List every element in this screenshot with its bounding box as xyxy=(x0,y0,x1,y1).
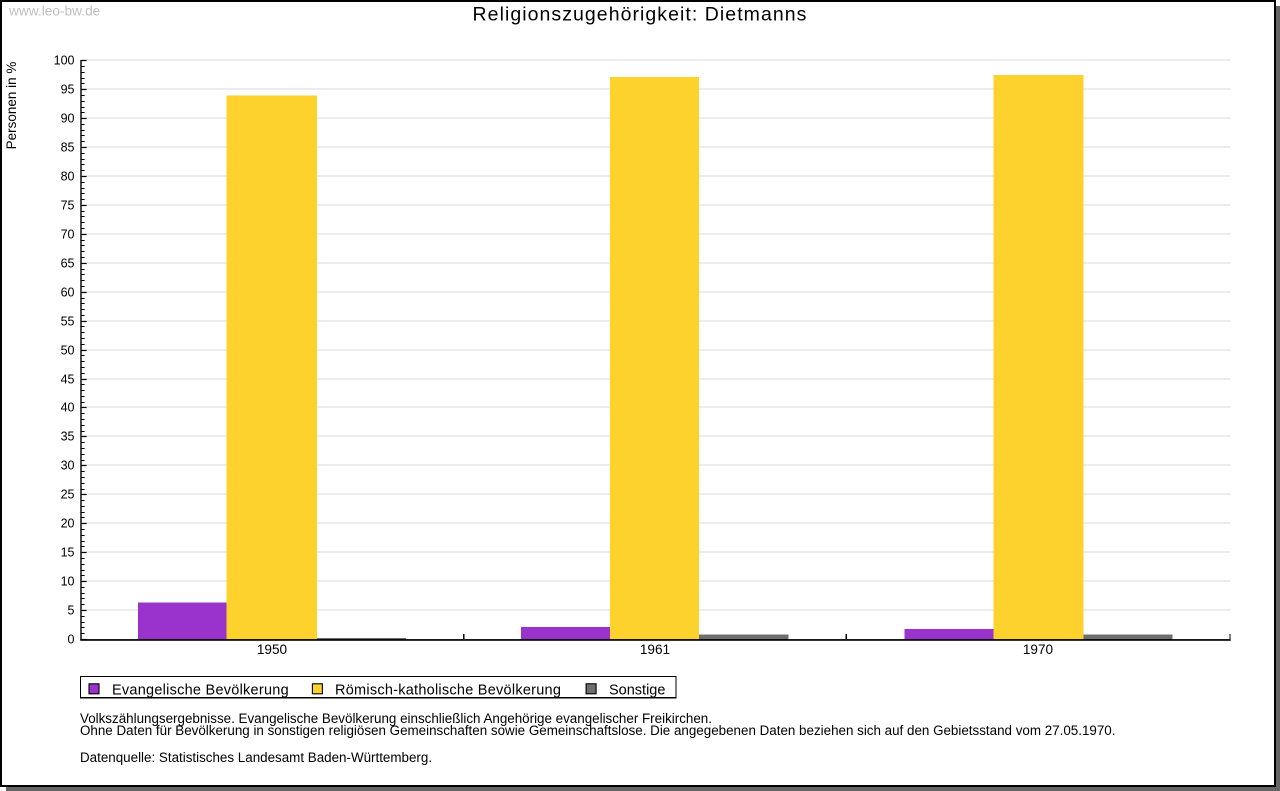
svg-text:Religionszugehörigkeit: Dietma: Religionszugehörigkeit: Dietmanns xyxy=(473,4,808,26)
svg-text:40: 40 xyxy=(61,400,75,414)
svg-text:35: 35 xyxy=(61,429,75,443)
svg-text:1961: 1961 xyxy=(640,642,670,657)
svg-text:20: 20 xyxy=(61,516,75,530)
svg-text:Sonstige: Sonstige xyxy=(609,682,665,698)
svg-text:70: 70 xyxy=(61,227,75,241)
svg-text:Evangelische Bevölkerung: Evangelische Bevölkerung xyxy=(112,682,289,698)
svg-text:100: 100 xyxy=(54,53,75,67)
svg-text:Personen in %: Personen in % xyxy=(4,62,19,150)
svg-text:Datenquelle: Statistisches Lan: Datenquelle: Statistisches Landesamt Bad… xyxy=(80,750,432,765)
svg-text:15: 15 xyxy=(61,545,75,559)
svg-text:60: 60 xyxy=(61,285,75,299)
svg-text:5: 5 xyxy=(68,603,75,617)
svg-text:65: 65 xyxy=(61,256,75,270)
svg-text:75: 75 xyxy=(61,198,75,212)
svg-text:Volkszählungsergebnisse. Evang: Volkszählungsergebnisse. Evangelische Be… xyxy=(80,711,712,726)
svg-text:10: 10 xyxy=(61,574,75,588)
svg-text:90: 90 xyxy=(61,111,75,125)
svg-text:95: 95 xyxy=(61,82,75,96)
svg-text:0: 0 xyxy=(68,632,75,646)
svg-text:Ohne Daten für Bevölkerung in: Ohne Daten für Bevölkerung in sonstigen … xyxy=(80,723,1115,738)
svg-text:45: 45 xyxy=(61,372,75,386)
svg-text:Römisch-katholische Bevölkerun: Römisch-katholische Bevölkerung xyxy=(335,682,561,698)
svg-text:www.leo-bw.de: www.leo-bw.de xyxy=(8,4,100,19)
svg-text:50: 50 xyxy=(61,343,75,357)
svg-text:25: 25 xyxy=(61,487,75,501)
svg-text:1970: 1970 xyxy=(1023,642,1054,657)
svg-text:55: 55 xyxy=(61,314,75,328)
svg-text:30: 30 xyxy=(61,458,75,472)
svg-text:80: 80 xyxy=(61,169,75,183)
svg-text:85: 85 xyxy=(61,140,75,154)
svg-text:1950: 1950 xyxy=(257,642,288,657)
